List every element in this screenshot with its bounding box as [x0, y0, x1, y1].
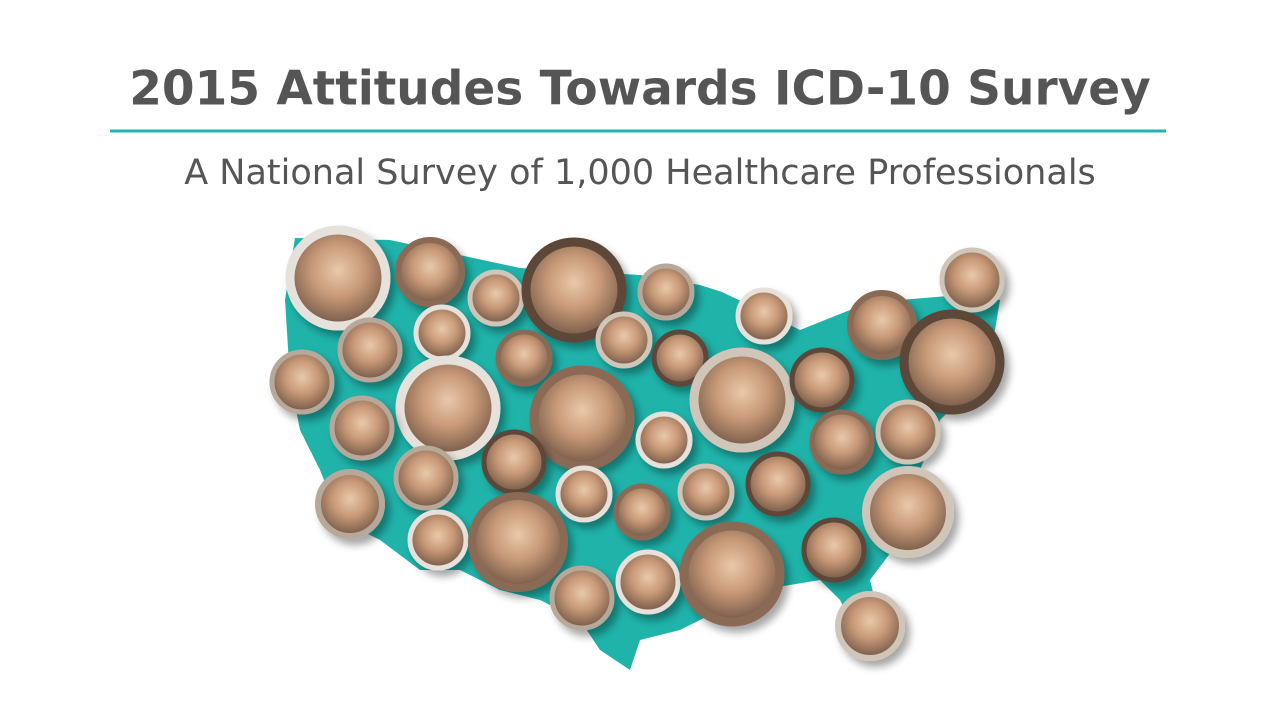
portrait: [595, 311, 653, 369]
portrait: [393, 445, 459, 511]
portrait: [407, 509, 469, 571]
portrait: [395, 355, 501, 461]
portrait: [521, 237, 627, 343]
portrait: [679, 521, 785, 627]
portrait: [468, 492, 568, 592]
portrait: [637, 263, 695, 321]
portrait: [615, 549, 681, 615]
portrait: [495, 329, 553, 387]
portrait: [555, 465, 613, 523]
portrait: [395, 237, 465, 307]
portrait: [875, 399, 941, 465]
portrait: [467, 269, 525, 327]
portrait: [939, 247, 1005, 313]
portrait: [481, 429, 547, 495]
title: 2015 Attitudes Towards ICD-10 Survey: [129, 62, 1151, 117]
portrait: [862, 466, 954, 558]
portrait: [801, 517, 867, 583]
portrait-group: [269, 225, 1005, 661]
portrait: [315, 469, 385, 539]
portrait: [651, 329, 709, 387]
portrait: [835, 591, 905, 661]
portrait: [285, 225, 391, 331]
portrait: [337, 317, 403, 383]
portrait: [789, 347, 855, 413]
portrait: [413, 304, 471, 362]
portrait: [899, 309, 1005, 415]
portrait: [635, 411, 693, 469]
portrait: [549, 565, 615, 631]
portrait: [329, 395, 395, 461]
portrait: [809, 409, 875, 475]
portrait: [745, 451, 811, 517]
portrait: [269, 349, 335, 415]
portrait: [613, 483, 671, 541]
portrait: [529, 365, 635, 471]
portrait: [677, 463, 735, 521]
portrait: [735, 287, 793, 345]
portrait: [689, 347, 795, 453]
portrait: [847, 290, 917, 360]
subtitle: A National Survey of 1,000 Healthcare Pr…: [184, 153, 1096, 193]
